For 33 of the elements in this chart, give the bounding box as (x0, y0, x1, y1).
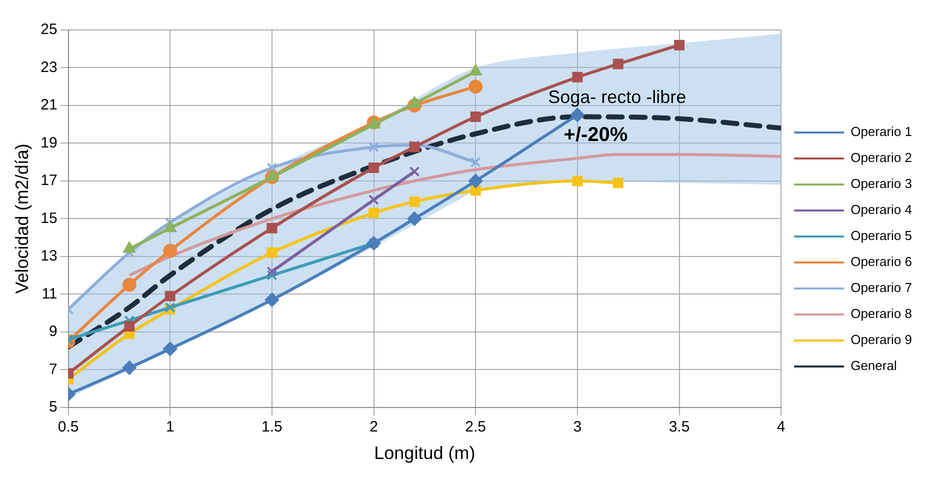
y-tick-label: 15 (40, 210, 58, 227)
x-tick-label: 3.5 (668, 418, 690, 436)
annotation: +/-20% (564, 124, 628, 146)
y-tick-label: 25 (40, 21, 58, 38)
y-tick-label: 9 (48, 323, 58, 340)
x-tick-label: 1.5 (262, 418, 282, 436)
x-tick-label: 3 (573, 418, 582, 436)
x-tick-label: 1 (166, 418, 174, 436)
legend-label: Operario 8 (850, 306, 912, 322)
y-tick-label: 7 (48, 360, 58, 378)
legend-label: General (850, 358, 897, 374)
legend-label: Operario 5 (850, 228, 912, 244)
y-tick-label: 23 (40, 58, 58, 76)
x-tick-label: 4 (776, 418, 786, 436)
legend-label: Operario 7 (850, 280, 912, 296)
x-tick-label: 0.5 (58, 418, 79, 436)
x-tick-label: 2 (370, 418, 378, 436)
y-tick-label: 17 (40, 172, 58, 190)
y-tick-label: 21 (40, 96, 58, 114)
y-tick-label: 19 (40, 134, 58, 152)
y-axis-title: Velocidad (m2/día) (12, 144, 32, 294)
y-tick-label: 13 (40, 248, 58, 265)
legend-label: Operario 4 (850, 202, 912, 218)
legend-label: Operario 6 (850, 254, 912, 270)
legend-label: Operario 2 (850, 150, 912, 166)
y-tick-label: 11 (42, 285, 58, 302)
legend-label: Operario 3 (850, 176, 912, 192)
legend-label: Operario 9 (850, 332, 912, 348)
x-tick-label: 2.5 (465, 418, 486, 436)
x-axis-title: Longitud (m) (374, 443, 476, 464)
legend-label: Operario 1 (850, 124, 912, 140)
annotation: Soga- recto -libre (548, 86, 686, 107)
y-tick-label: 5 (48, 398, 58, 416)
